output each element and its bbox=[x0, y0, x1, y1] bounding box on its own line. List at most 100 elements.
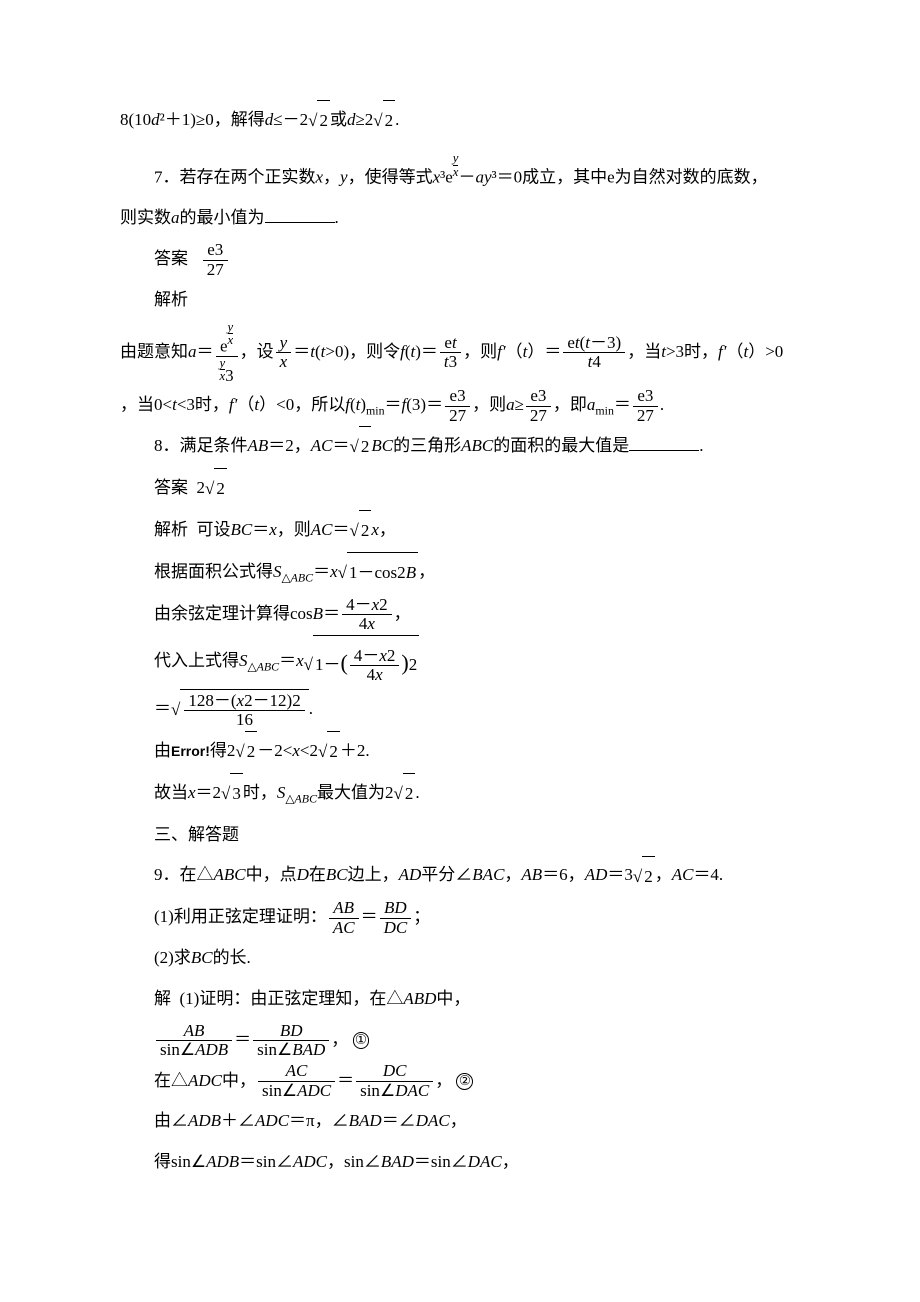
var-a: a bbox=[188, 342, 197, 361]
var-x: x bbox=[296, 651, 304, 670]
AC: AC bbox=[672, 865, 694, 884]
sqrt: 3 bbox=[221, 773, 243, 815]
sqrt: 2 bbox=[394, 773, 416, 815]
num: 4－x2 bbox=[342, 596, 392, 615]
t: 2 bbox=[197, 478, 206, 497]
frac: BDsin∠BAD bbox=[253, 1022, 329, 1060]
t: 中， bbox=[436, 989, 470, 1008]
sqrt: 2 bbox=[308, 100, 330, 142]
q8-jiexi-5: ＝128－(x2－12)216. bbox=[120, 689, 840, 731]
var-a: a bbox=[475, 167, 484, 186]
q8-jiexi-4: 代入上式得S△ABC＝x1－(4－x24x)2 bbox=[120, 635, 840, 689]
q7-jiexi-label: 解析 bbox=[120, 280, 840, 321]
ABC: ABC bbox=[461, 436, 493, 455]
num: e3 bbox=[445, 387, 470, 406]
t: － bbox=[458, 167, 475, 186]
num: eyx bbox=[216, 321, 238, 356]
var-d: d bbox=[151, 110, 160, 129]
q9-p2: (2)求BC的长. bbox=[120, 938, 840, 979]
t: 求 bbox=[174, 948, 191, 967]
t: ＝6， bbox=[542, 865, 585, 884]
rad: 3 bbox=[230, 773, 243, 815]
label-answer: 答案 bbox=[154, 249, 188, 268]
t: 代入上式得 bbox=[154, 651, 239, 670]
den: yx3 bbox=[216, 356, 238, 385]
t: ＝π，∠ bbox=[289, 1111, 349, 1130]
t: ＝ bbox=[252, 520, 269, 539]
den: 27 bbox=[445, 406, 470, 426]
sqrt: 2 bbox=[350, 426, 372, 468]
t: 时， bbox=[243, 783, 277, 802]
sqrt: 2 bbox=[318, 731, 340, 773]
BC: BC bbox=[231, 520, 253, 539]
t: ，使得等式 bbox=[348, 167, 433, 186]
var-a: a bbox=[171, 208, 180, 227]
t: 证明：由正弦定理知，在△ bbox=[199, 989, 403, 1008]
BAD: BAD bbox=[381, 1152, 414, 1171]
ABC: ABC bbox=[214, 865, 246, 884]
t: ＝ bbox=[333, 436, 350, 455]
t: <0，所以 bbox=[276, 395, 345, 414]
subnum: (1) bbox=[154, 907, 174, 926]
n: y bbox=[453, 152, 459, 165]
rad: 2 bbox=[359, 426, 372, 468]
t: 满足条件 bbox=[180, 436, 248, 455]
var-x: x bbox=[330, 562, 338, 581]
t: <2 bbox=[300, 741, 318, 760]
section-3: 三、解答题 bbox=[120, 815, 840, 856]
t: ＝3 bbox=[607, 865, 633, 884]
den: sin∠DAC bbox=[356, 1081, 433, 1101]
t: ＝∠ bbox=[382, 1111, 416, 1130]
den: 27 bbox=[633, 406, 658, 426]
q9-stem: 9．在△ABC中，点D在BC边上，AD平分∠BAC，AB＝6，AD＝32，AC＝… bbox=[120, 855, 840, 897]
q8-answer: 答案 22 bbox=[120, 468, 840, 510]
q8-jiexi-6: 由Error!得22－2<x<22＋2. bbox=[120, 731, 840, 773]
frac: e327 bbox=[445, 387, 470, 425]
frac: DCsin∠DAC bbox=[356, 1062, 433, 1100]
t: >3时， bbox=[666, 342, 718, 361]
num: e3 bbox=[633, 387, 658, 406]
den: x bbox=[276, 352, 292, 372]
num: AB bbox=[329, 899, 359, 918]
q7-detail-2: ，当0<t<3时，f′（t）<0，所以f(t)min＝f(3)＝e327，则a≥… bbox=[120, 385, 840, 426]
sqrt: 2 bbox=[235, 731, 257, 773]
sub-min: min bbox=[595, 404, 614, 418]
sqrt: 2 bbox=[350, 510, 372, 552]
q9-sol-5: 得sin∠ADB＝sin∠ADC，sin∠BAD＝sin∠DAC， bbox=[120, 1142, 840, 1183]
t: 的面积的最大值是 bbox=[493, 436, 629, 455]
DAC: DAC bbox=[416, 1111, 450, 1130]
q8-jiexi-1: 解析 可设BC＝x，则AC＝2x， bbox=[120, 510, 840, 552]
blank bbox=[629, 433, 699, 451]
section-title: 三、解答题 bbox=[154, 825, 239, 844]
BC: BC bbox=[191, 948, 213, 967]
var-x: x bbox=[269, 520, 277, 539]
AD: AD bbox=[585, 865, 608, 884]
t: 中，点 bbox=[246, 865, 297, 884]
t: ＝ bbox=[385, 395, 402, 414]
var-x: x bbox=[433, 167, 441, 186]
t: (3)＝ bbox=[406, 395, 443, 414]
q7-detail-1: 由题意知a＝ eyx yx3 ，设yx＝t(t>0)，则令f(t)＝ett3，则… bbox=[120, 321, 840, 386]
qnum: 9． bbox=[154, 865, 180, 884]
BAC: BAC bbox=[472, 865, 504, 884]
t: 最大值为2 bbox=[317, 783, 394, 802]
t: 可设 bbox=[197, 520, 231, 539]
label-jiexi: 解析 bbox=[154, 520, 188, 539]
den: 27 bbox=[203, 260, 228, 280]
t: ，则 bbox=[277, 520, 311, 539]
den: DC bbox=[380, 918, 412, 938]
t: ＋2. bbox=[340, 741, 370, 760]
AD: AD bbox=[399, 865, 422, 884]
rad: 2 bbox=[642, 856, 655, 898]
ADB: ADB bbox=[188, 1111, 221, 1130]
qnum: 8． bbox=[154, 436, 180, 455]
frac: e327 bbox=[633, 387, 658, 425]
t: . bbox=[415, 783, 419, 802]
t: . bbox=[395, 110, 399, 129]
t: ≤－2 bbox=[273, 110, 308, 129]
error-text: Error! bbox=[171, 743, 210, 759]
t: )＝ bbox=[415, 342, 438, 361]
t: 若存在两个正实数 bbox=[180, 167, 316, 186]
var-y: y bbox=[484, 167, 492, 186]
t: 由题意知 bbox=[120, 342, 188, 361]
